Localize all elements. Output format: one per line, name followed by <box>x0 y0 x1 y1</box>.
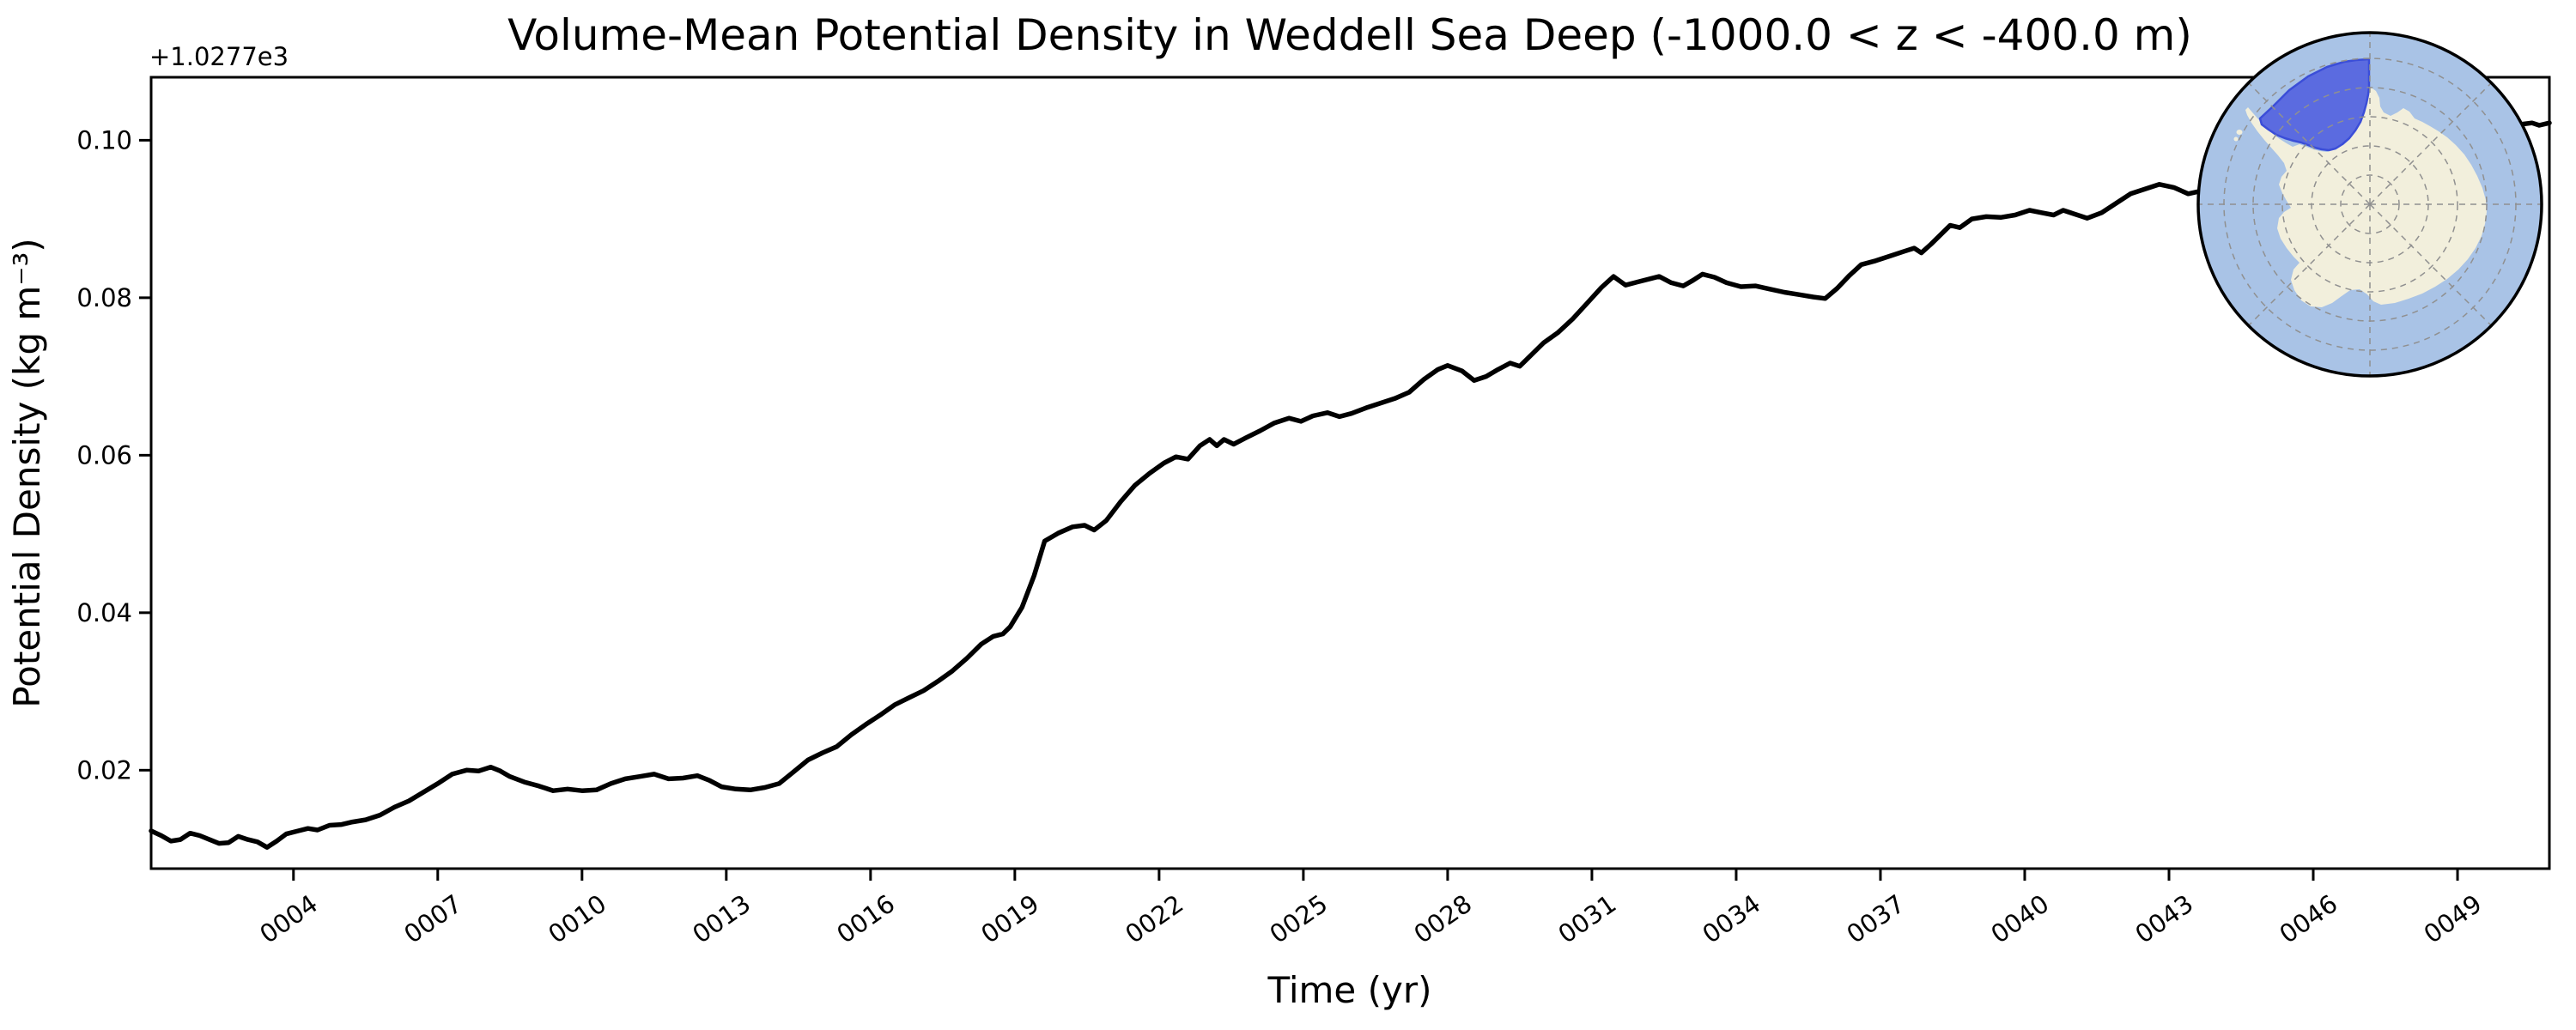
x-tick-label: 0028 <box>1408 889 1477 949</box>
plot-frame <box>149 76 2551 870</box>
y-tick-label: 0.06 <box>76 440 132 470</box>
x-axis-ticks: 0004 0007 0010 0013 0016 0019 0022 0025 0028 0031… <box>254 869 2487 949</box>
x-tick-label: 0049 <box>2418 889 2487 949</box>
x-tick-label: 0037 <box>1841 889 1910 949</box>
map-island <box>2233 136 2239 142</box>
y-axis-offset-label: +1.0277e3 <box>149 42 289 71</box>
x-tick-label: 0007 <box>398 889 467 949</box>
map-island <box>2236 130 2243 135</box>
x-tick-label: 0022 <box>1120 889 1188 949</box>
map-island <box>2385 118 2392 126</box>
x-tick-label: 0019 <box>975 889 1044 949</box>
x-axis-label: Time (yr) <box>1267 969 1431 1011</box>
density-series-line <box>149 120 2552 850</box>
y-tick-label: 0.04 <box>76 598 132 627</box>
map-border-circle <box>2196 31 2543 378</box>
density-data-line <box>149 120 2552 850</box>
x-tick-label: 0034 <box>1697 889 1765 949</box>
y-axis-ticks: 0.02 0.04 0.06 0.08 0.10 <box>76 125 151 785</box>
map-antarctica-land <box>2245 87 2487 307</box>
x-tick-label: 0031 <box>1552 889 1621 949</box>
chart-title: Volume-Mean Potential Density in Weddell… <box>507 10 2192 60</box>
x-tick-label: 0043 <box>2129 889 2198 949</box>
x-tick-label: 0040 <box>1985 889 2054 949</box>
y-axis-label: Potential Density (kg m⁻³) <box>6 238 48 707</box>
axes-spines <box>149 76 2551 870</box>
antarctica-inset-map <box>2196 31 2543 378</box>
x-tick-label: 0010 <box>543 889 611 949</box>
y-tick-label: 0.08 <box>76 283 132 312</box>
x-tick-label: 0046 <box>2274 889 2342 949</box>
x-tick-label: 0016 <box>831 889 900 949</box>
x-tick-label: 0004 <box>254 889 323 949</box>
map-graticule <box>2198 33 2542 376</box>
y-tick-label: 0.10 <box>76 125 132 154</box>
x-tick-label: 0013 <box>687 889 756 949</box>
x-tick-label: 0025 <box>1264 889 1333 949</box>
y-tick-label: 0.02 <box>76 755 132 785</box>
